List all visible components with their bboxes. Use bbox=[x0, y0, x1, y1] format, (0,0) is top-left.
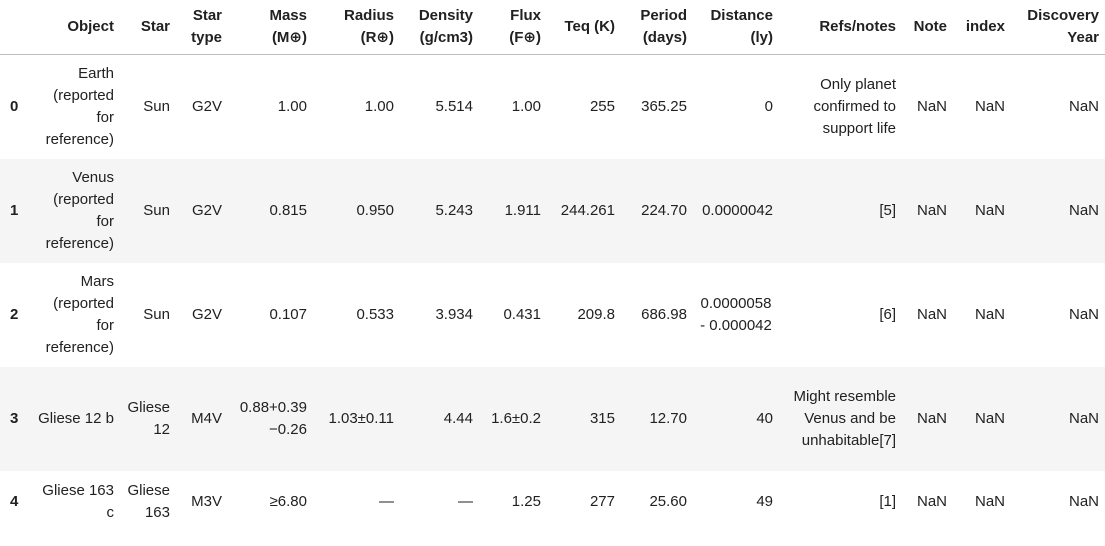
cell-density: 4.44 bbox=[443, 409, 473, 427]
cell-radius: 1.00 bbox=[364, 97, 394, 115]
cell-discovery-year: NaN bbox=[1068, 409, 1099, 427]
cell-star: Sun bbox=[143, 305, 170, 323]
cell-mass: 0.815 bbox=[269, 201, 307, 219]
column-header-period: Period (days) bbox=[621, 0, 693, 55]
cell-mass: 1.00 bbox=[277, 97, 307, 115]
cell-note: NaN bbox=[916, 492, 947, 510]
cell-refs-notes: [1] bbox=[879, 492, 896, 510]
column-header-index-blank bbox=[0, 0, 26, 55]
cell-note: NaN bbox=[916, 409, 947, 427]
cell-discovery-year: NaN bbox=[1068, 97, 1099, 115]
column-header-note: Note bbox=[902, 0, 953, 55]
cell-star-type: G2V bbox=[191, 201, 222, 219]
cell-teq: 209.8 bbox=[577, 305, 615, 323]
cell-distance: 0.0000042 bbox=[702, 201, 773, 219]
cell-star: Sun bbox=[143, 97, 170, 115]
cell-object: Earth (reported for reference) bbox=[45, 64, 114, 148]
cell-refs-notes: Might resemble Venus and be unhabitable[… bbox=[793, 387, 896, 449]
row-index: 1 bbox=[10, 201, 19, 219]
header-row: Object Star Star type Mass (M⊕) Radius (… bbox=[0, 0, 1105, 55]
cell-density: 5.514 bbox=[435, 97, 473, 115]
table-row: 2 Mars (reported for reference) Sun G2V … bbox=[0, 263, 1105, 367]
cell-refs-notes: [5] bbox=[879, 201, 896, 219]
cell-note: NaN bbox=[916, 97, 947, 115]
cell-star: Sun bbox=[143, 201, 170, 219]
cell-density: — bbox=[458, 492, 473, 510]
column-header-discovery-year: Discovery Year bbox=[1011, 0, 1105, 55]
table-row: 0 Earth (reported for reference) Sun G2V… bbox=[0, 55, 1105, 159]
cell-flux: 1.6±0.2 bbox=[491, 409, 541, 427]
table-row: 3 Gliese 12 b Gliese 12 M4V 0.88+0.39 −0… bbox=[0, 366, 1105, 471]
column-header-object: Object bbox=[26, 0, 120, 55]
row-index: 2 bbox=[10, 305, 19, 323]
cell-index: NaN bbox=[974, 201, 1005, 219]
cell-object: Gliese 163 c bbox=[42, 481, 114, 521]
cell-object: Venus (reported for reference) bbox=[45, 168, 114, 252]
cell-object: Gliese 12 b bbox=[38, 409, 114, 427]
cell-star-type: G2V bbox=[191, 305, 222, 323]
cell-teq: 255 bbox=[589, 97, 615, 115]
cell-mass: ≥6.80 bbox=[269, 492, 307, 510]
cell-note: NaN bbox=[916, 305, 947, 323]
cell-period: 12.70 bbox=[649, 409, 687, 427]
cell-star-type: M3V bbox=[191, 492, 222, 510]
row-index: 0 bbox=[10, 97, 19, 115]
cell-distance: 40 bbox=[756, 409, 773, 427]
column-header-flux: Flux (F⊕) bbox=[479, 0, 547, 55]
cell-period: 365.25 bbox=[641, 97, 687, 115]
row-index: 3 bbox=[10, 409, 19, 427]
cell-note: NaN bbox=[916, 201, 947, 219]
cell-star: Gliese 12 bbox=[127, 398, 170, 438]
cell-discovery-year: NaN bbox=[1068, 492, 1099, 510]
cell-flux: 1.00 bbox=[511, 97, 541, 115]
cell-flux: 1.911 bbox=[504, 201, 541, 219]
cell-distance: 0 bbox=[764, 97, 773, 115]
cell-index: NaN bbox=[974, 305, 1005, 323]
cell-discovery-year: NaN bbox=[1068, 201, 1099, 219]
cell-mass: 0.88+0.39 −0.26 bbox=[239, 398, 307, 438]
cell-teq: 244.261 bbox=[560, 201, 615, 219]
cell-star: Gliese 163 bbox=[127, 481, 170, 521]
cell-index: NaN bbox=[974, 492, 1005, 510]
cell-radius: — bbox=[379, 492, 394, 510]
cell-distance: 0.0000058 - 0.000042 bbox=[700, 294, 772, 334]
column-header-star: Star bbox=[120, 0, 176, 55]
column-header-refs-notes: Refs/notes bbox=[779, 0, 902, 55]
cell-mass: 0.107 bbox=[269, 305, 307, 323]
cell-discovery-year: NaN bbox=[1068, 305, 1099, 323]
cell-star-type: G2V bbox=[191, 97, 222, 115]
column-header-star-type: Star type bbox=[176, 0, 228, 55]
cell-density: 5.243 bbox=[435, 201, 473, 219]
column-header-index: index bbox=[953, 0, 1011, 55]
cell-teq: 315 bbox=[589, 409, 615, 427]
cell-index: NaN bbox=[974, 409, 1005, 427]
dataframe-table: Object Star Star type Mass (M⊕) Radius (… bbox=[0, 0, 1105, 533]
column-header-density: Density (g/cm3) bbox=[400, 0, 479, 55]
cell-distance: 49 bbox=[756, 492, 773, 510]
column-header-distance: Distance (ly) bbox=[693, 0, 779, 55]
cell-radius: 1.03±0.11 bbox=[328, 409, 394, 427]
table-row: 4 Gliese 163 c Gliese 163 M3V ≥6.80 — — … bbox=[0, 471, 1105, 533]
cell-star-type: M4V bbox=[191, 409, 222, 427]
column-header-radius: Radius (R⊕) bbox=[313, 0, 400, 55]
column-header-mass: Mass (M⊕) bbox=[228, 0, 313, 55]
cell-radius: 0.533 bbox=[356, 305, 394, 323]
cell-density: 3.934 bbox=[435, 305, 473, 323]
cell-flux: 1.25 bbox=[511, 492, 541, 510]
cell-period: 686.98 bbox=[641, 305, 687, 323]
cell-refs-notes: [6] bbox=[879, 305, 896, 323]
column-header-teq: Teq (K) bbox=[547, 0, 621, 55]
cell-teq: 277 bbox=[589, 492, 615, 510]
cell-refs-notes: Only planet confirmed to support life bbox=[813, 75, 896, 137]
cell-flux: 0.431 bbox=[503, 305, 541, 323]
cell-object: Mars (reported for reference) bbox=[45, 272, 114, 356]
table-row: 1 Venus (reported for reference) Sun G2V… bbox=[0, 158, 1105, 263]
cell-period: 224.70 bbox=[641, 201, 687, 219]
cell-period: 25.60 bbox=[649, 492, 687, 510]
cell-index: NaN bbox=[974, 97, 1005, 115]
cell-radius: 0.950 bbox=[356, 201, 394, 219]
row-index: 4 bbox=[10, 492, 19, 510]
